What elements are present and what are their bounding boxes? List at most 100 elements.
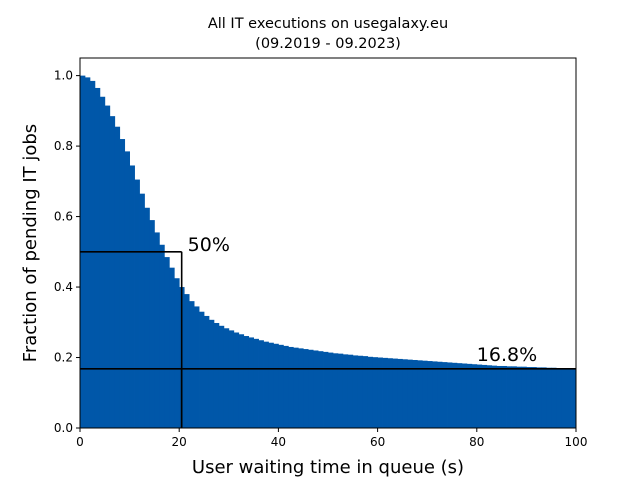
histogram-bar	[313, 350, 319, 428]
x-tick-label: 60	[370, 435, 385, 449]
y-tick-label: 0.2	[54, 351, 73, 365]
histogram-bar	[248, 337, 254, 428]
histogram-bar	[99, 96, 106, 428]
histogram-bar	[347, 354, 354, 428]
histogram-bar	[283, 345, 289, 428]
histogram-bar	[476, 364, 483, 428]
chart-subtitle: (09.2019 - 09.2023)	[255, 36, 401, 52]
histogram-bar	[352, 355, 359, 428]
histogram-bar	[551, 367, 557, 428]
histogram-bar	[114, 126, 121, 428]
histogram-bar	[526, 367, 532, 428]
x-axis: 0 20 40 60 80 100	[76, 428, 587, 449]
annotation-16-8-percent: 16.8%	[477, 344, 537, 366]
histogram-bar	[149, 220, 155, 428]
histogram-bar	[556, 368, 562, 428]
x-tick-label: 20	[172, 435, 187, 449]
histogram-bar	[308, 349, 314, 428]
histogram-bar	[268, 342, 274, 428]
histogram-bar	[437, 361, 443, 428]
histogram-bar	[412, 359, 418, 428]
histogram-bar	[516, 366, 522, 428]
histogram-bar	[561, 368, 567, 428]
histogram-bar	[571, 368, 577, 428]
histogram-bar	[372, 357, 378, 428]
histogram-bar	[288, 346, 294, 428]
histogram-bar	[466, 363, 473, 428]
histogram-bar	[124, 151, 130, 428]
histogram-bar	[134, 179, 140, 428]
histogram-bar	[397, 358, 403, 428]
histogram-bar	[199, 311, 205, 428]
chart-title: All IT executions on usegalaxy.eu	[208, 16, 448, 32]
histogram-bar	[461, 363, 468, 428]
histogram-bar	[318, 351, 324, 428]
histogram-bar	[258, 340, 264, 428]
histogram-bar	[332, 353, 339, 428]
histogram-bar	[109, 116, 116, 429]
y-tick-label: 0.4	[54, 280, 73, 294]
histogram-bar	[263, 341, 269, 428]
histogram-bar	[377, 357, 383, 428]
histogram-bar	[392, 358, 398, 428]
histogram-bar	[174, 278, 180, 428]
histogram-bar	[422, 360, 428, 428]
histogram-bar	[164, 257, 170, 428]
histogram-bar	[218, 325, 225, 428]
histogram-bar	[298, 348, 304, 428]
histogram-bar	[456, 363, 463, 428]
bars-group	[80, 75, 577, 429]
histogram-bar	[273, 343, 279, 428]
histogram-bar	[253, 338, 259, 428]
histogram-bar	[129, 165, 135, 428]
histogram-bar	[213, 322, 220, 428]
histogram-bar	[407, 359, 413, 428]
y-axis: 0.0 0.2 0.4 0.6 0.8 1.0	[54, 69, 80, 435]
histogram-bar	[94, 87, 101, 428]
x-tick-label: 80	[469, 435, 484, 449]
histogram-bar	[387, 358, 393, 428]
histogram-bar	[362, 356, 369, 428]
histogram-bar	[323, 351, 329, 428]
histogram-bar	[159, 244, 165, 428]
y-tick-label: 0.6	[54, 210, 73, 224]
y-tick-label: 0.0	[54, 421, 73, 435]
histogram-bar	[417, 360, 423, 428]
histogram-bar	[342, 354, 349, 428]
histogram-bar	[293, 347, 299, 428]
histogram-bar	[501, 365, 507, 428]
plot-frame	[79, 57, 577, 429]
histogram-bar	[382, 357, 388, 428]
histogram-bar	[194, 306, 200, 428]
histogram-bar	[154, 232, 160, 428]
histogram-bar	[496, 365, 502, 428]
y-axis-label: Fraction of pending IT jobs	[20, 124, 41, 362]
histogram-bar	[204, 315, 210, 428]
histogram-bar	[357, 355, 364, 428]
histogram-bar	[208, 319, 215, 428]
histogram-bar	[337, 353, 344, 428]
histogram-bar	[427, 361, 433, 428]
histogram-bar	[89, 80, 96, 429]
histogram-bar	[541, 367, 547, 428]
histogram-bar	[531, 367, 537, 428]
histogram-bar	[169, 267, 175, 428]
histogram-bar	[104, 105, 111, 429]
histogram-bar	[511, 366, 517, 428]
histogram-bar	[536, 367, 542, 428]
histogram-bar	[243, 336, 250, 428]
histogram-bar	[189, 301, 195, 428]
histogram-bar	[119, 139, 126, 429]
histogram-bar	[303, 349, 309, 428]
histogram-bar	[144, 207, 150, 428]
histogram-bar	[84, 77, 91, 428]
histogram-bar	[238, 334, 245, 428]
histogram-bar	[402, 359, 408, 428]
x-axis-label: User waiting time in queue (s)	[192, 457, 464, 478]
y-tick-label: 1.0	[54, 69, 73, 83]
histogram-bar	[506, 366, 512, 428]
histogram-bar	[491, 365, 498, 428]
histogram-bar	[481, 364, 488, 428]
histogram-bar	[328, 352, 334, 428]
